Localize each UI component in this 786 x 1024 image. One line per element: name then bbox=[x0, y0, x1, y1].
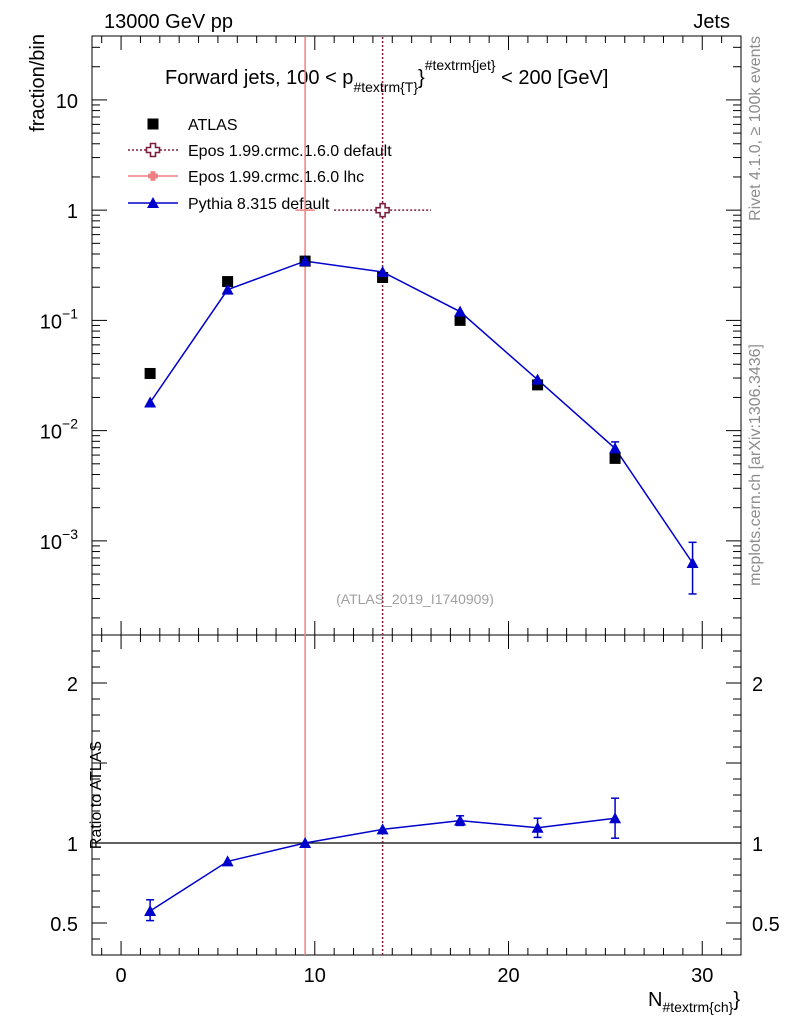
pythia-line bbox=[149, 260, 694, 564]
ratio-pythia-point bbox=[531, 821, 544, 833]
legend-label: Epos 1.99.crmc.1.6.0 lhc bbox=[188, 169, 364, 186]
y-tick-label: 10 bbox=[56, 91, 78, 113]
epos-default-point bbox=[375, 202, 390, 218]
legend-marker-atlas bbox=[147, 118, 159, 130]
atlas-point bbox=[222, 276, 234, 288]
ratio-pythia-point bbox=[609, 812, 622, 824]
pythia-point bbox=[299, 255, 312, 267]
atlas-point bbox=[609, 452, 621, 464]
legend-label: Epos 1.99.crmc.1.6.0 default bbox=[188, 143, 392, 160]
x-tick-label: 20 bbox=[497, 965, 519, 987]
y-axis-label: fraction/bin bbox=[27, 34, 49, 132]
pythia-point bbox=[531, 373, 544, 385]
legend-marker-epos-default bbox=[145, 142, 161, 158]
legend-marker-epos-lhc bbox=[148, 171, 158, 181]
mcplots-label: mcplots.cern.ch [arXiv:1306.3436] bbox=[747, 344, 764, 586]
pythia-point bbox=[686, 556, 699, 568]
ratio-y-tick-label: 2 bbox=[67, 674, 78, 696]
ratio-pythia-point bbox=[299, 837, 312, 848]
ratio-y-tick-label: 0.5 bbox=[50, 914, 78, 936]
legend-marker-pythia bbox=[147, 197, 159, 208]
atlas-point bbox=[144, 367, 156, 379]
ratio-y-tick-label: 1 bbox=[67, 834, 78, 856]
x-tick-label: 30 bbox=[691, 965, 713, 987]
ratio-pythia-point bbox=[376, 823, 389, 835]
y-tick-label: 10−3 bbox=[40, 526, 78, 554]
x-tick-label: 10 bbox=[304, 965, 326, 987]
atlas-point bbox=[377, 271, 389, 283]
ratio-pythia-point bbox=[144, 905, 157, 916]
rivet-label: Rivet 4.1.0, ≥ 100k events bbox=[747, 36, 764, 221]
ratio-y-tick-label-right: 0.5 bbox=[752, 914, 780, 936]
pythia-point bbox=[376, 265, 389, 277]
legend-label: ATLAS bbox=[188, 117, 238, 134]
ratio-pythia-point bbox=[221, 855, 234, 867]
ratio-panel-frame bbox=[91, 634, 742, 956]
legend-label: Pythia 8.315 default bbox=[188, 196, 330, 213]
header-right: Jets bbox=[693, 11, 730, 33]
pythia-point bbox=[221, 283, 234, 295]
atlas-point bbox=[454, 314, 466, 326]
pythia-point bbox=[144, 396, 157, 408]
y-tick-label: 1 bbox=[67, 201, 78, 223]
analysis-watermark: (ATLAS_2019_I1740909) bbox=[336, 591, 494, 607]
header-left: 13000 GeV pp bbox=[104, 11, 233, 33]
ratio-y-axis-label: Ratio to ATLAS bbox=[88, 741, 105, 849]
atlas-point bbox=[532, 379, 544, 391]
ratio-y-tick-label-right: 1 bbox=[752, 834, 763, 856]
x-tick-label: 0 bbox=[115, 965, 126, 987]
ratio-pythia-point bbox=[454, 814, 467, 826]
y-tick-label: 10−1 bbox=[40, 305, 78, 333]
x-axis-label: N#textrm{ch}} bbox=[648, 989, 740, 1015]
pythia-point bbox=[609, 442, 622, 454]
ratio-y-tick-label-right: 2 bbox=[752, 674, 763, 696]
y-tick-label: 10−2 bbox=[40, 416, 78, 444]
pythia-point bbox=[454, 305, 467, 317]
chart-title: Forward jets, 100 < p#textrm{T}}#textrm{… bbox=[165, 57, 608, 95]
